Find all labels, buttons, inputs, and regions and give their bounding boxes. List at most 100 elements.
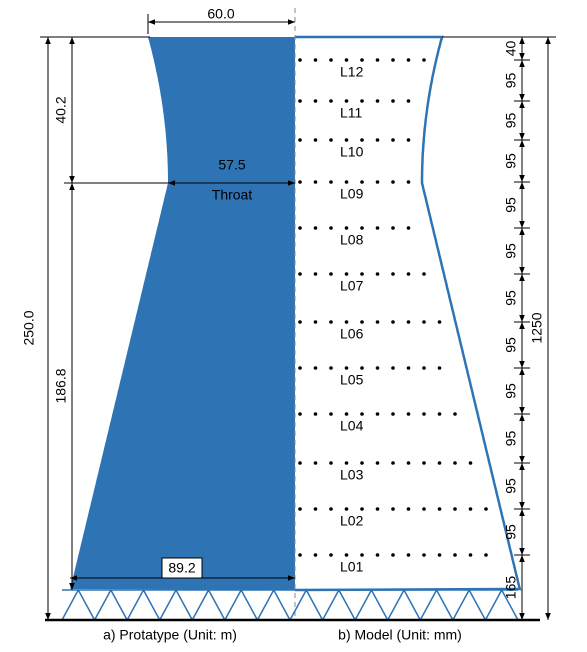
support-columns bbox=[61, 588, 519, 621]
measure-point bbox=[422, 553, 426, 557]
measure-point bbox=[298, 226, 302, 230]
measure-point bbox=[406, 553, 411, 557]
measure-point bbox=[298, 138, 302, 142]
measure-point bbox=[391, 226, 395, 230]
measure-point bbox=[298, 507, 302, 511]
level-label: L02 bbox=[340, 513, 364, 529]
segment-label: 95 bbox=[503, 383, 519, 399]
measure-point bbox=[468, 461, 473, 465]
measure-point bbox=[313, 180, 318, 184]
level-label: L08 bbox=[340, 232, 364, 248]
measure-point bbox=[344, 180, 349, 184]
measure-point bbox=[313, 366, 318, 370]
measure-point bbox=[329, 226, 333, 230]
measure-point bbox=[375, 180, 380, 184]
measure-point bbox=[298, 320, 302, 324]
measure-point bbox=[406, 412, 411, 416]
measure-point bbox=[313, 461, 318, 465]
level-label: L07 bbox=[340, 278, 364, 294]
height-label: 40.2 bbox=[53, 96, 69, 123]
level-label: L12 bbox=[340, 64, 364, 80]
measure-point bbox=[313, 138, 318, 142]
measure-point bbox=[360, 99, 364, 103]
measure-point bbox=[344, 461, 349, 465]
segment-label: 95 bbox=[503, 337, 519, 353]
measure-point bbox=[468, 507, 473, 511]
level-label: L09 bbox=[340, 186, 364, 202]
measure-point bbox=[298, 366, 302, 370]
measure-point bbox=[329, 99, 333, 103]
measure-point bbox=[298, 412, 302, 416]
measure-point bbox=[360, 272, 364, 276]
measure-point bbox=[344, 138, 349, 142]
measure-point bbox=[360, 412, 364, 416]
measure-point bbox=[375, 320, 380, 324]
measure-point bbox=[360, 507, 364, 511]
measure-point bbox=[406, 507, 411, 511]
measure-point bbox=[437, 553, 442, 557]
measure-point bbox=[360, 320, 364, 324]
measure-point bbox=[329, 320, 333, 324]
measure-point bbox=[313, 99, 318, 103]
measure-point bbox=[406, 320, 411, 324]
measure-point bbox=[406, 58, 411, 62]
measure-point bbox=[313, 226, 318, 230]
measure-point bbox=[313, 507, 318, 511]
measure-point bbox=[360, 180, 364, 184]
measure-point bbox=[468, 553, 473, 557]
measure-point bbox=[313, 412, 318, 416]
base-width: 89.2 bbox=[168, 560, 195, 576]
segment-label: 95 bbox=[503, 73, 519, 89]
measure-point bbox=[484, 553, 488, 557]
measure-point bbox=[437, 412, 442, 416]
measure-point bbox=[360, 138, 364, 142]
measure-point bbox=[422, 58, 426, 62]
segment-label: 95 bbox=[503, 290, 519, 306]
measure-point bbox=[298, 461, 302, 465]
measure-point bbox=[406, 138, 411, 142]
measure-point bbox=[344, 58, 349, 62]
measure-point bbox=[453, 412, 457, 416]
measure-point bbox=[406, 99, 411, 103]
measure-point bbox=[391, 99, 395, 103]
measure-point bbox=[453, 553, 457, 557]
measure-point bbox=[329, 366, 333, 370]
measure-point bbox=[437, 366, 442, 370]
measure-point bbox=[391, 138, 395, 142]
throat-width: 57.5 bbox=[218, 157, 245, 173]
measure-point bbox=[453, 507, 457, 511]
measure-point bbox=[391, 507, 395, 511]
measure-point bbox=[422, 412, 426, 416]
measure-point bbox=[375, 99, 380, 103]
measure-point bbox=[375, 461, 380, 465]
segment-label: 95 bbox=[503, 243, 519, 259]
segment-label: 40 bbox=[503, 41, 519, 57]
measure-point bbox=[375, 507, 380, 511]
level-label: L03 bbox=[340, 467, 364, 483]
measure-point bbox=[344, 99, 349, 103]
measure-point bbox=[344, 366, 349, 370]
level-label: L10 bbox=[340, 144, 364, 160]
level-label: L06 bbox=[340, 326, 364, 342]
measure-point bbox=[375, 58, 380, 62]
measure-point bbox=[422, 320, 426, 324]
level-label: L05 bbox=[340, 372, 364, 388]
segment-label: 95 bbox=[503, 113, 519, 129]
measure-point bbox=[391, 461, 395, 465]
measure-point bbox=[329, 507, 333, 511]
measure-point bbox=[298, 99, 302, 103]
measure-point bbox=[360, 553, 364, 557]
segment-label: 95 bbox=[503, 431, 519, 447]
measure-point bbox=[313, 272, 318, 276]
measure-point bbox=[437, 461, 442, 465]
measure-point bbox=[422, 366, 426, 370]
measure-point bbox=[391, 553, 395, 557]
level-label: L01 bbox=[340, 559, 364, 575]
throat-label: Throat bbox=[212, 187, 253, 203]
measure-point bbox=[329, 58, 333, 62]
measure-point bbox=[422, 461, 426, 465]
measure-point bbox=[375, 553, 380, 557]
segment-label: 95 bbox=[503, 524, 519, 540]
measure-point bbox=[453, 461, 457, 465]
